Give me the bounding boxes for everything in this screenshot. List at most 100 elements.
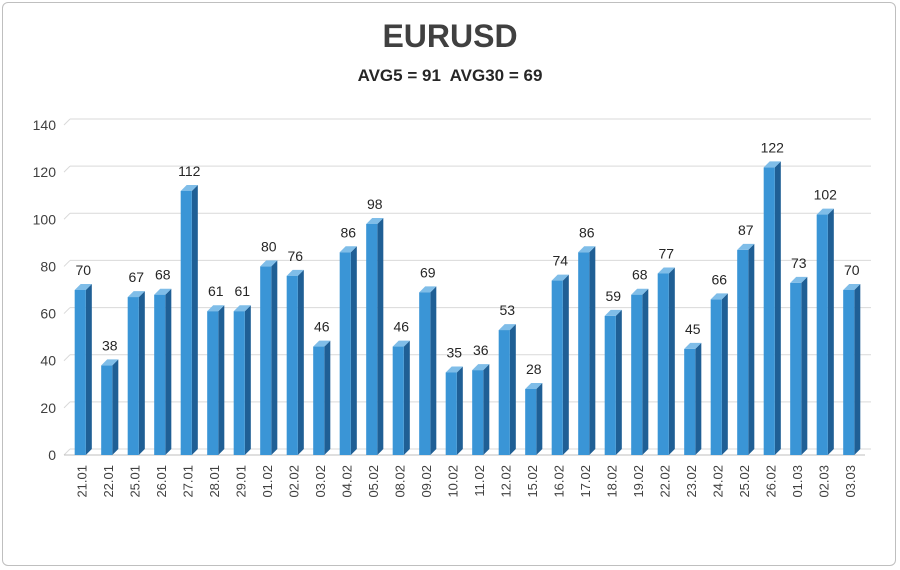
bar <box>180 185 198 455</box>
bar-top <box>154 288 172 295</box>
data-label: 122 <box>761 139 785 155</box>
bar-front <box>843 290 855 455</box>
bar <box>101 359 119 455</box>
x-tick-label: 10.02 <box>445 465 460 498</box>
bar-side <box>271 260 278 455</box>
bar-top <box>498 324 516 331</box>
grid-line-depth <box>63 118 71 126</box>
y-tick-label: 0 <box>48 447 56 463</box>
x-tick-label: 02.03 <box>816 465 831 498</box>
bar-top <box>551 274 569 281</box>
bar-top <box>339 246 357 253</box>
bar <box>525 383 543 455</box>
y-tick-label: 140 <box>33 117 57 133</box>
x-axis-ticks: 21.01 22.01 25.01 26.01 27.01 28.01 29.01 01.02… <box>74 465 858 498</box>
bar <box>551 274 569 455</box>
bar <box>127 291 145 455</box>
x-tick-label: 29.01 <box>233 465 248 498</box>
data-labels: 70 38 67 68 112 61 61 80 76 46 86 98 46 69 35 36 53 28 74 8… <box>75 139 859 377</box>
data-label: 68 <box>632 267 648 283</box>
bar-side <box>244 305 251 455</box>
bar-front <box>790 282 802 455</box>
bar-top <box>525 383 543 389</box>
bar-top <box>366 218 384 224</box>
bar-front <box>419 292 431 455</box>
bar-side <box>642 288 649 455</box>
bar <box>260 260 278 455</box>
bar-side <box>85 284 92 455</box>
data-label: 77 <box>658 246 674 262</box>
y-tick-label: 60 <box>40 306 56 322</box>
data-label: 61 <box>234 283 250 299</box>
bar-side <box>589 246 596 455</box>
bar-top <box>207 305 225 312</box>
bar <box>392 340 410 455</box>
data-label: 102 <box>814 187 838 203</box>
bar-side <box>112 359 119 455</box>
bar-top <box>472 364 490 371</box>
bar-side <box>138 291 145 455</box>
bar-side <box>350 246 357 455</box>
bar-side <box>827 208 834 455</box>
bar <box>843 284 861 455</box>
bar-top <box>710 293 728 300</box>
bar-side <box>509 324 516 455</box>
x-tick-label: 25.02 <box>737 465 752 498</box>
chart-title: EURUSD <box>382 18 518 54</box>
bar-side <box>456 366 463 455</box>
data-label: 70 <box>75 262 91 278</box>
x-tick-label: 02.02 <box>286 465 301 498</box>
bar-side <box>801 276 808 455</box>
x-tick-label: 26.02 <box>763 465 778 498</box>
x-tick-label: 08.02 <box>392 465 407 498</box>
bar <box>74 284 92 455</box>
bar-front <box>392 346 404 455</box>
x-tick-label: 26.01 <box>154 465 169 498</box>
bar-top <box>101 359 119 366</box>
bar-side <box>668 267 675 455</box>
bar <box>498 324 516 455</box>
bar <box>154 288 172 455</box>
bar-front <box>207 311 219 455</box>
data-label: 67 <box>128 269 144 285</box>
x-tick-label: 25.01 <box>127 465 142 498</box>
data-label: 80 <box>261 238 277 254</box>
bar-side <box>324 340 331 455</box>
bars <box>74 161 861 455</box>
bar <box>737 243 755 455</box>
bar <box>631 288 649 455</box>
bar-front <box>366 224 378 455</box>
bar-front <box>472 370 484 455</box>
x-tick-label: 17.02 <box>578 465 593 498</box>
x-tick-label: 09.02 <box>419 465 434 498</box>
bar <box>710 293 728 455</box>
bar <box>578 246 596 455</box>
data-label: 68 <box>155 267 171 283</box>
bar <box>472 364 490 455</box>
bar-front <box>657 273 669 455</box>
x-tick-label: 04.02 <box>339 465 354 498</box>
data-label: 53 <box>499 302 515 318</box>
y-axis-ticks: 0 20 40 60 80 100 120 140 <box>33 117 57 463</box>
bar-side <box>615 309 622 455</box>
bar-side <box>403 340 410 455</box>
bar-top <box>127 291 145 298</box>
data-label: 73 <box>791 255 807 271</box>
grid-line-depth <box>63 260 71 267</box>
bar-front <box>180 191 192 455</box>
y-tick-label: 80 <box>40 258 56 274</box>
bar-top <box>843 284 861 290</box>
bar-top <box>286 269 304 276</box>
data-label: 28 <box>526 361 542 377</box>
bar-side <box>854 284 861 455</box>
grid-line-depth <box>63 354 71 362</box>
bar-top <box>657 267 675 274</box>
x-tick-label: 03.02 <box>313 465 328 498</box>
bar <box>763 161 781 455</box>
x-tick-label: 05.02 <box>366 465 381 498</box>
bar-front <box>525 389 537 455</box>
data-label: 112 <box>178 163 201 179</box>
bar-side <box>721 293 728 455</box>
bar-front <box>631 294 643 455</box>
bar-front <box>737 249 749 455</box>
